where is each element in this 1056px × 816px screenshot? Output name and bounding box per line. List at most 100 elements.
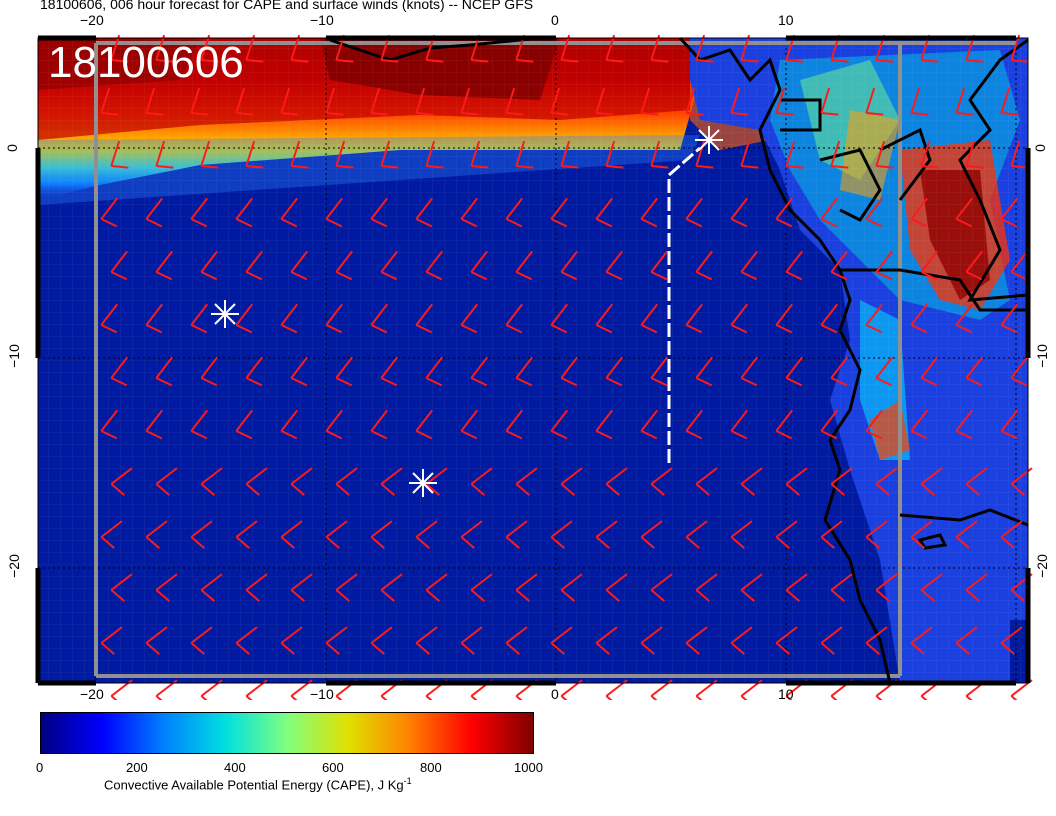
wind-barb bbox=[695, 467, 718, 496]
top-tick: 10 bbox=[778, 12, 794, 28]
wind-barb bbox=[155, 573, 178, 602]
wind-barb bbox=[155, 140, 174, 169]
wind-barb bbox=[955, 303, 973, 334]
wind-barb bbox=[695, 573, 718, 602]
wind-barb bbox=[505, 626, 528, 655]
wind-barb bbox=[145, 303, 163, 334]
wind-barb bbox=[415, 409, 433, 440]
wind-barb bbox=[515, 573, 538, 602]
wind-barb bbox=[100, 409, 118, 440]
wind-barb bbox=[830, 573, 853, 602]
wind-barb bbox=[560, 467, 583, 496]
wind-barb bbox=[865, 409, 883, 440]
wind-barb bbox=[865, 303, 883, 334]
wind-barb bbox=[730, 520, 753, 549]
right-tick: 0 bbox=[1031, 144, 1048, 152]
wind-barb bbox=[505, 520, 528, 549]
wind-barb bbox=[640, 303, 658, 334]
wind-barb bbox=[370, 409, 388, 440]
wind-barb bbox=[415, 520, 438, 549]
wind-barb bbox=[110, 250, 128, 281]
wind-barb bbox=[470, 140, 489, 169]
wind-barb bbox=[695, 356, 713, 387]
wind-barb bbox=[785, 356, 803, 387]
wind-barb bbox=[920, 467, 943, 496]
date-stamp: 18100606 bbox=[48, 38, 244, 87]
left-tick: −20 bbox=[5, 554, 22, 578]
wind-barb bbox=[235, 520, 258, 549]
wind-barb bbox=[550, 87, 569, 116]
wind-barbs bbox=[100, 34, 1033, 700]
wind-barb bbox=[325, 626, 348, 655]
wind-barb bbox=[235, 197, 253, 228]
wind-barb bbox=[910, 303, 928, 334]
bottom-tick: 0 bbox=[551, 686, 559, 702]
coastline bbox=[329, 36, 1029, 684]
wind-barb bbox=[550, 303, 568, 334]
wind-barb bbox=[685, 626, 708, 655]
wind-barb bbox=[775, 197, 793, 228]
wind-barb bbox=[245, 140, 264, 169]
wind-barb bbox=[775, 626, 798, 655]
wind-barb bbox=[865, 626, 888, 655]
wind-barb bbox=[470, 467, 493, 496]
wind-barb bbox=[640, 626, 663, 655]
wind-barb bbox=[235, 409, 253, 440]
wind-barb bbox=[650, 467, 673, 496]
wind-barb bbox=[335, 250, 353, 281]
wind-barb bbox=[785, 140, 804, 169]
wind-barb bbox=[775, 409, 793, 440]
colorbar-tick: 1000 bbox=[514, 760, 543, 775]
wind-barb bbox=[190, 520, 213, 549]
wind-barb bbox=[1010, 356, 1028, 387]
wind-barb bbox=[235, 303, 253, 334]
wind-barb bbox=[820, 626, 843, 655]
wind-barb bbox=[190, 409, 208, 440]
wind-barb bbox=[910, 626, 933, 655]
wind-barb bbox=[190, 197, 208, 228]
wind-barb bbox=[1010, 467, 1033, 496]
wind-barb bbox=[290, 467, 313, 496]
wind-barb bbox=[685, 87, 704, 116]
wind-barb bbox=[470, 356, 488, 387]
wind-barb bbox=[100, 197, 118, 228]
wind-barb bbox=[200, 140, 219, 169]
wind-barb bbox=[955, 197, 973, 228]
wind-barb bbox=[560, 250, 578, 281]
asterisk-marker bbox=[695, 126, 723, 154]
wind-barb bbox=[875, 467, 898, 496]
wind-barb bbox=[145, 626, 168, 655]
wind-barb bbox=[550, 626, 573, 655]
wind-barb bbox=[965, 467, 988, 496]
wind-barb bbox=[1000, 197, 1018, 228]
white-track bbox=[667, 146, 701, 463]
wind-barb bbox=[245, 250, 263, 281]
wind-barb bbox=[1000, 409, 1018, 440]
wind-barb bbox=[550, 409, 568, 440]
wind-barb bbox=[965, 356, 983, 387]
wind-barb bbox=[685, 197, 703, 228]
wind-barb bbox=[200, 356, 218, 387]
wind-barb bbox=[730, 626, 753, 655]
wind-barb bbox=[595, 197, 613, 228]
wind-barb bbox=[1010, 250, 1028, 281]
wind-barb bbox=[640, 197, 658, 228]
wind-barb bbox=[830, 250, 848, 281]
wind-barb bbox=[380, 250, 398, 281]
asterisk-marker bbox=[409, 469, 437, 497]
wind-barb bbox=[335, 573, 358, 602]
wind-barb bbox=[685, 520, 708, 549]
bottom-tick: 10 bbox=[778, 686, 794, 702]
wind-barb bbox=[965, 573, 988, 602]
wind-barb bbox=[605, 140, 624, 169]
wind-barb bbox=[155, 34, 174, 63]
colorbar-tick: 0 bbox=[36, 760, 44, 775]
wind-barb bbox=[235, 626, 258, 655]
wind-barb bbox=[740, 467, 763, 496]
wind-barb bbox=[505, 409, 523, 440]
wind-barb bbox=[740, 356, 758, 387]
wind-barb bbox=[910, 197, 928, 228]
right-tick: −10 bbox=[1033, 344, 1050, 368]
wind-barb bbox=[425, 250, 443, 281]
wind-barb bbox=[460, 87, 479, 116]
